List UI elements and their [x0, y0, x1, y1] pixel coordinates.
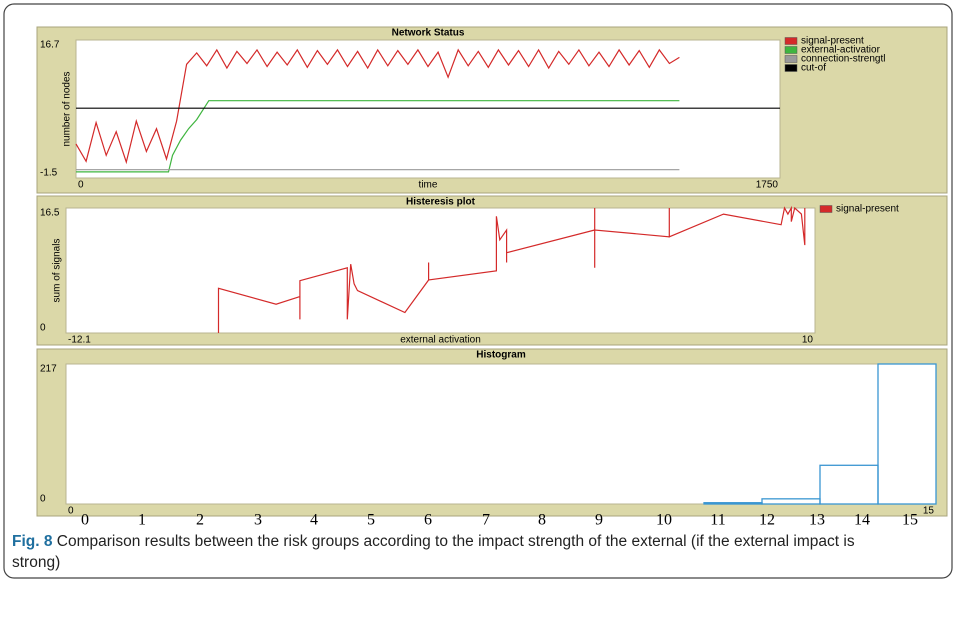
- figure-frame: [3, 3, 953, 579]
- x-tick-label: -12.1: [68, 335, 91, 346]
- x-tick-label: 0: [68, 506, 74, 517]
- x-tick-label: 0: [78, 180, 84, 191]
- caption-label: Fig. 8: [12, 533, 53, 550]
- y-tick-label: 16.7: [40, 40, 60, 51]
- scale-label: 4: [310, 512, 318, 529]
- legend-label: external-activatior: [801, 45, 881, 56]
- x-tick-label: 1750: [756, 180, 779, 191]
- scale-label: 9: [595, 512, 603, 529]
- legend-swatch: [784, 64, 798, 72]
- y-tick-label: -1.5: [40, 168, 58, 179]
- legend-label: signal-present: [836, 204, 899, 215]
- y-axis-label: sum of signals: [52, 239, 63, 303]
- chart-title: Histogram: [476, 350, 526, 361]
- series-line: [75, 48, 680, 165]
- x-axis-label: time: [419, 180, 438, 191]
- scale-label: 5: [367, 512, 375, 529]
- scale-label: 3: [254, 512, 262, 529]
- y-tick-label: 0: [40, 323, 46, 334]
- caption: Fig. 8 Comparison results between the ri…: [12, 531, 892, 573]
- scale-label: 12: [759, 512, 775, 529]
- scale-label: 10: [656, 512, 672, 529]
- scale-label: 2: [196, 512, 204, 529]
- legend-swatch: [819, 205, 833, 213]
- x-tick-label: 10: [802, 335, 814, 346]
- plot-area: [65, 363, 937, 505]
- chart-title: Histeresis plot: [406, 197, 476, 208]
- y-axis-label: number of nodes: [62, 71, 73, 146]
- plot-area: [65, 207, 816, 334]
- scale-label: 14: [854, 512, 870, 529]
- scale-label: 8: [538, 512, 546, 529]
- plot-area: [75, 39, 781, 179]
- scale-label: 6: [424, 512, 432, 529]
- legend-swatch: [784, 55, 798, 63]
- y-tick-label: 217: [40, 364, 57, 375]
- legend-label: cut-of: [801, 63, 826, 74]
- caption-text: Comparison results between the risk grou…: [12, 533, 855, 571]
- scale-label: 7: [482, 512, 490, 529]
- chart-title: Network Status: [392, 28, 465, 39]
- x-axis-label: external activation: [400, 335, 481, 346]
- legend-swatch: [784, 37, 798, 45]
- x-tick-label: 15: [923, 506, 935, 517]
- y-tick-label: 16.5: [40, 208, 60, 219]
- series-line: [217, 205, 806, 333]
- legend-swatch: [784, 46, 798, 54]
- histogram-bar: [877, 363, 937, 505]
- scale-label: 15: [902, 512, 918, 529]
- y-tick-label: 0: [40, 494, 46, 505]
- scale-label: 1: [138, 512, 146, 529]
- legend-label: connection-strengtl: [801, 54, 886, 65]
- legend-label: signal-present: [801, 36, 864, 47]
- scale-label: 0: [81, 512, 89, 529]
- histogram-bar: [703, 502, 763, 505]
- scale-label: 13: [809, 512, 825, 529]
- scale-label: 11: [710, 512, 725, 529]
